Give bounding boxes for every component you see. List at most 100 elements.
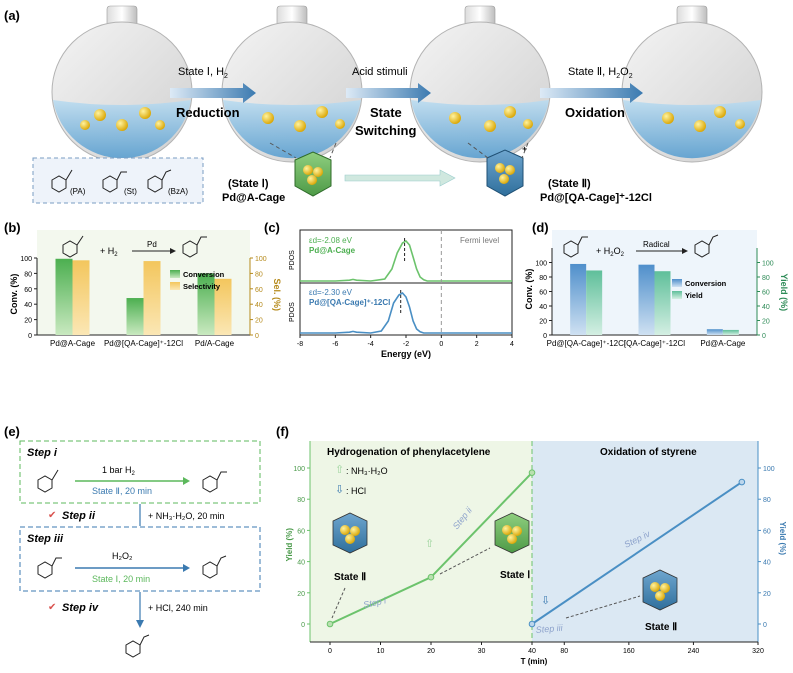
state1-line2: Pd@A-Cage [222, 192, 285, 204]
reaction-d-catalyst: Radical [643, 240, 670, 249]
data-point [528, 469, 536, 476]
bar-conversion [706, 329, 723, 335]
flask-1 [51, 5, 193, 163]
arrow-switching [346, 83, 431, 103]
y2-tick-label: 60 [763, 528, 771, 535]
bar-conversion [55, 258, 73, 335]
data-point [528, 620, 536, 628]
step1-reactant-icon [37, 469, 59, 493]
state-switch-arrow [344, 169, 456, 187]
legend-swatch [672, 279, 682, 287]
panel-c: (c) -8 -6 -4 -2 0 2 4 Energy (eV) εd=-2.08 eV P… [264, 220, 514, 359]
legend-hcl: : HCl [346, 486, 366, 496]
y2-tick-label: 100 [763, 466, 775, 473]
panel-a: (a) [4, 5, 763, 204]
panel-d: (d) + H2O2 Radical 0 0 20 20 40 40 60 60 80 80 100… [524, 220, 789, 348]
legend-swatch [170, 282, 180, 290]
panel-d-label: (d) [532, 220, 549, 235]
flask-4 [621, 5, 763, 163]
panel-a-label: (a) [4, 8, 20, 23]
legend-swatch [672, 291, 682, 299]
state1-label: State Ⅰ [500, 570, 530, 581]
y2-tick-label: 80 [255, 271, 263, 278]
x-category-label: Pd@A-Cage [50, 339, 96, 348]
panel-f: (f) Hydrogenation of phenylacetylene Oxid… [276, 424, 787, 666]
x-tick-label: 40 [528, 648, 536, 655]
y2-tick-label: 80 [763, 497, 771, 504]
chart-b: 0 0 20 20 40 40 60 60 80 80 100 100 Pd@A-Cage Pd@[QA-… [9, 256, 282, 348]
data-point [738, 478, 746, 486]
x-category-label: Pd@[QA-Cage]⁺-12Cl [104, 339, 183, 348]
pa-molecule-icon [51, 169, 73, 193]
y2-tick-label: 0 [762, 333, 766, 340]
benzaldehyde-icon [694, 234, 719, 258]
bar-selectivity [214, 278, 232, 335]
bottom-name: Pd@[QA-Cage]⁺-12Cl [309, 298, 390, 307]
y-tick-label: 80 [297, 497, 305, 504]
bar-yield [722, 329, 739, 335]
y2-tick-label: 40 [762, 304, 770, 311]
panel-b: (b) + H2 Pd 0 0 20 20 40 40 60 60 80 80 100 100 Pd@A… [4, 220, 282, 348]
state2-line1: (State Ⅱ) [548, 178, 591, 190]
pointer-line [331, 587, 346, 619]
state2-a-label: State Ⅱ [334, 572, 366, 583]
pdos-curve [300, 291, 512, 334]
legend-swatch [170, 270, 180, 278]
step4-cond: + HCl, 240 min [148, 603, 208, 613]
y2-tick-label: 0 [255, 333, 259, 340]
panel-b-label: (b) [4, 220, 21, 235]
step-i-label: Step i [362, 595, 388, 610]
bar-conversion [197, 273, 215, 335]
y-tick-label: 100 [20, 256, 32, 263]
legend-nh3: : NH₃·H₂O [346, 466, 388, 476]
y-tick-label: 20 [539, 319, 547, 326]
y-tick-label: 80 [24, 271, 32, 278]
legend-bza: (BzA) [168, 187, 188, 196]
step1-cond-bottom: State Ⅱ, 20 min [92, 486, 152, 496]
y2-tick-label: 60 [255, 287, 263, 294]
chart-c: -8 -6 -4 -2 0 2 4 Energy (eV) [297, 230, 514, 359]
y-tick-label: 20 [297, 591, 305, 598]
styrene-d-icon [563, 236, 588, 258]
phenylacetylene-icon [62, 235, 84, 258]
top-ed: εd=-2.08 eV [309, 236, 353, 245]
x-tick-label: 160 [623, 648, 635, 655]
arrow2-top: Acid stimuli [352, 66, 408, 78]
bar-selectivity [72, 260, 90, 335]
pdos-bottom-label: PDOS [289, 302, 296, 322]
fermi-label: Fermi level [460, 236, 499, 245]
y-tick-label: 40 [297, 560, 305, 567]
y-tick-label: 60 [24, 287, 32, 294]
flask-2 [221, 5, 363, 163]
y-tick-label: 0 [543, 333, 547, 340]
x-tick-label: 0 [328, 648, 332, 655]
y2-tick-label: 100 [255, 256, 267, 263]
x-axis-label: T (min) [521, 657, 548, 666]
bza-molecule-icon [147, 169, 172, 193]
step2-label: Step ii [62, 510, 96, 522]
reaction-b-plus: + H2 [100, 246, 118, 258]
x-tick-label: 10 [377, 648, 385, 655]
bar-yield [586, 270, 603, 335]
cage-state1-icon [294, 151, 332, 197]
x-tick-label: 20 [427, 648, 435, 655]
arrow3-bottom: Oxidation [565, 105, 625, 120]
step1-label: Step i [27, 447, 58, 459]
styrene-icon [182, 236, 207, 258]
arrow1-bottom: Reduction [176, 105, 240, 120]
y2-tick-label: 100 [762, 261, 774, 268]
oxidation-region [532, 441, 758, 642]
y-axis-label: Yield (%) [285, 528, 294, 562]
legend-label: Conversion [183, 270, 225, 279]
step4-label: Step iv [62, 602, 99, 614]
y2-axis-label: Sel. (%) [272, 279, 282, 312]
panel-f-label: (f) [276, 424, 289, 439]
nh3-switch-arrow-icon: ⇧ [425, 538, 434, 550]
legend-label: Conversion [685, 279, 727, 288]
y-tick-label: 20 [24, 318, 32, 325]
y-tick-label: 40 [24, 302, 32, 309]
pdos-curve [300, 239, 512, 282]
bar-conversion [638, 264, 655, 335]
bar-selectivity [143, 261, 161, 335]
